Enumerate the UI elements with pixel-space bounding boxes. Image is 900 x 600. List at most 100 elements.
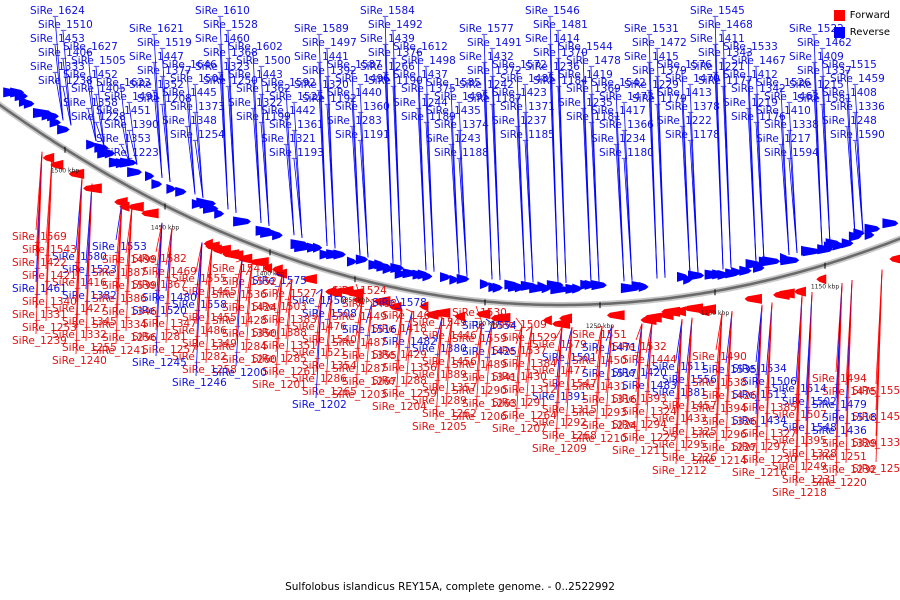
- gene-label: SiRe_1187: [467, 93, 522, 105]
- reverse-gene-arrow: [175, 186, 187, 197]
- leader-line: [285, 279, 293, 366]
- leader-line: [515, 325, 523, 423]
- forward-gene-arrow: [274, 268, 288, 279]
- gene-label: SiRe_1250: [203, 75, 258, 87]
- leader-line: [805, 292, 813, 474]
- leader-line: [813, 90, 823, 246]
- gene-label: SiRe_1451: [96, 105, 151, 117]
- gene-label: SiRe_1285: [252, 353, 307, 365]
- leader-line: [623, 158, 633, 281]
- gene-label: SiRe_1459: [830, 73, 885, 85]
- leader-line: [780, 144, 790, 255]
- reverse-gene-arrow: [864, 223, 881, 234]
- leader-line: [219, 72, 229, 210]
- forward-gene-arrow: [346, 288, 364, 299]
- gene-label: SiRe_1262: [422, 408, 477, 420]
- gene-label: SiRe_1339: [852, 437, 900, 449]
- gene-label: SiRe_1455: [182, 312, 237, 324]
- reverse-gene-arrow: [18, 96, 29, 107]
- gene-label: SiRe_1320: [294, 79, 349, 91]
- gene-label: SiRe_1294: [612, 419, 667, 431]
- forward-gene-arrow: [816, 274, 827, 285]
- forward-gene-arrow: [119, 201, 130, 212]
- reverse-gene-arrow: [422, 271, 433, 282]
- gene-label: SiRe_1502: [782, 396, 837, 408]
- gene-label: SiRe_1575: [252, 275, 307, 287]
- leader-line: [227, 86, 237, 213]
- gene-label: SiRe_1554: [462, 320, 517, 332]
- map-caption: Sulfolobus islandicus REY15A, complete g…: [285, 581, 615, 593]
- leader-line: [326, 104, 336, 249]
- leader-line: [355, 300, 363, 337]
- gene-label: SiRe_1289: [412, 395, 467, 407]
- gene-label: SiRe_1350: [222, 328, 277, 340]
- leader-line: [821, 104, 831, 244]
- gene-label: SiRe_1210: [572, 433, 627, 445]
- leader-line: [417, 108, 427, 271]
- gene-label: SiRe_1230: [742, 454, 797, 466]
- leader-line: [45, 158, 53, 322]
- gene-label: SiRe_1590: [830, 129, 885, 141]
- leader-line: [275, 275, 283, 301]
- gene-label: SiRe_1479: [812, 399, 867, 411]
- gene-label: SiRe_1287: [332, 363, 387, 375]
- leader-line: [285, 279, 293, 314]
- gene-label: SiRe_1514: [772, 383, 827, 395]
- gene-label: SiRe_1510: [38, 19, 93, 31]
- forward-gene-arrow: [794, 286, 806, 297]
- gene-label: SiRe_1372: [467, 65, 522, 77]
- gene-label: SiRe_1546: [525, 5, 580, 17]
- leader-line: [395, 309, 403, 401]
- leader-line: [689, 140, 699, 274]
- gene-label: SiRe_1290: [452, 385, 507, 397]
- forward-gene-arrow: [389, 301, 402, 312]
- leader-line: [275, 275, 283, 379]
- reverse-gene-arrow: [456, 273, 470, 284]
- leader-line: [555, 326, 563, 339]
- gene-label: SiRe_1188: [434, 147, 489, 159]
- leader-line: [854, 112, 864, 234]
- gene-label: SiRe_1346: [102, 306, 157, 318]
- gene-label: SiRe_1214: [692, 455, 747, 467]
- leader-line: [87, 52, 97, 141]
- forward-gene-arrow: [492, 312, 511, 323]
- leader-line: [565, 326, 573, 352]
- forward-gene-arrow: [542, 315, 552, 326]
- leader-line: [87, 108, 97, 142]
- forward-gene-arrow: [432, 308, 451, 319]
- gene-label: SiRe_1362: [236, 83, 291, 95]
- leader-line: [155, 222, 163, 253]
- gene-label: SiRe_1334: [92, 319, 147, 331]
- reverse-gene-arrow: [853, 228, 865, 239]
- reverse-gene-arrow: [780, 255, 800, 266]
- leader-line: [153, 62, 163, 178]
- gene-label: SiRe_1521: [292, 347, 347, 359]
- leader-line: [325, 292, 333, 386]
- leader-line: [351, 126, 361, 256]
- gene-label: SiRe_1180: [599, 147, 654, 159]
- gene-label: SiRe_1498: [401, 55, 456, 67]
- forward-gene-arrow: [454, 311, 466, 322]
- leader-line: [458, 158, 468, 277]
- gene-label: SiRe_1447: [129, 51, 184, 63]
- gene-label: SiRe_1249: [772, 461, 827, 473]
- gene-label: SiRe_1519: [137, 37, 192, 49]
- leader-line: [405, 311, 413, 336]
- reverse-gene-arrow: [307, 242, 319, 253]
- gene-label: SiRe_1471: [582, 342, 637, 354]
- gene-label: SiRe_1184: [533, 75, 588, 87]
- gene-label: SiRe_1421: [22, 270, 77, 282]
- reverse-gene-arrow: [449, 274, 459, 285]
- leader-line: [681, 126, 691, 275]
- forward-gene-arrow: [674, 306, 686, 317]
- gene-label: SiRe_1207: [492, 423, 547, 435]
- gene-label: SiRe_1236: [525, 61, 580, 73]
- gene-label: SiRe_1506: [742, 376, 797, 388]
- reverse-gene-arrow: [312, 242, 323, 253]
- gene-label: SiRe_1322: [228, 97, 283, 109]
- leader-line: [355, 300, 363, 311]
- leader-line: [845, 280, 853, 464]
- leader-line: [245, 264, 253, 354]
- gene-label: SiRe_1545: [690, 5, 745, 17]
- gene-label: SiRe_1413: [657, 87, 712, 99]
